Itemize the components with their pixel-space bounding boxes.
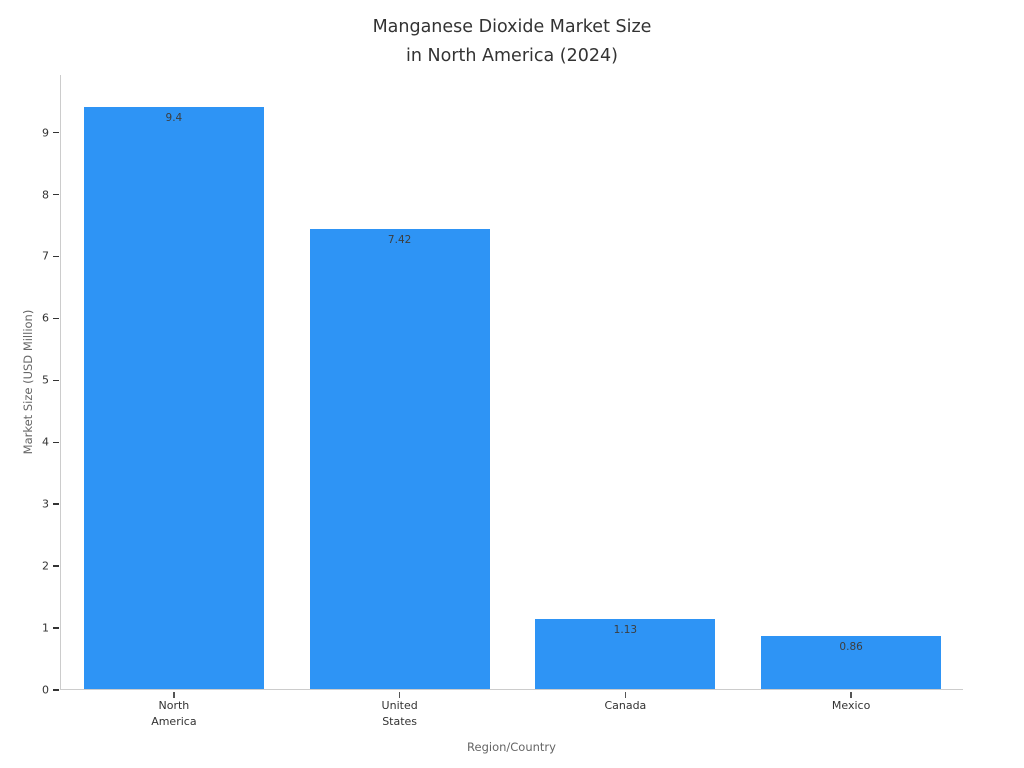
y-tick-mark <box>53 441 59 444</box>
x-tick-label-line: Canada <box>604 699 647 712</box>
bar-canada <box>535 619 716 689</box>
x-tick-mark <box>624 692 627 698</box>
y-tick-mark <box>53 379 59 382</box>
y-tick-mark <box>53 255 59 258</box>
y-tick-mark <box>53 565 59 567</box>
x-tick-label-line: America <box>151 715 197 728</box>
x-tick-label-united-states: United States <box>310 698 490 730</box>
chart-title-line1: Manganese Dioxide Market Size <box>372 17 652 37</box>
y-tick-label: 3 <box>42 497 49 511</box>
bar-value-label: 0.86 <box>839 640 863 653</box>
x-tick-label-line: United <box>381 699 418 712</box>
x-tick-label-mexico: Mexico <box>761 698 941 714</box>
y-tick-mark <box>53 689 59 691</box>
bar-value-label: 1.13 <box>613 624 638 636</box>
y-tick-mark <box>53 193 59 196</box>
bar-north-america <box>83 106 264 689</box>
x-tick-label-north-america: North America <box>84 698 264 730</box>
x-tick-mark <box>173 692 175 698</box>
bar-value-label: 7.42 <box>387 234 412 247</box>
y-tick-label: 4 <box>42 435 49 449</box>
y-tick-mark <box>53 317 59 320</box>
y-tick-mark <box>53 503 59 505</box>
x-tick-label-line: Mexico <box>831 699 871 712</box>
y-tick-mark <box>53 627 59 629</box>
x-axis-title: Region/Country <box>467 740 556 754</box>
bar-mexico <box>761 635 942 689</box>
y-axis-title-text: Market Size (USD Million) <box>21 309 35 455</box>
y-tick-label: 5 <box>42 373 49 387</box>
x-tick-label-line: States <box>382 715 418 728</box>
y-tick-label: 0 <box>42 683 49 697</box>
chart-title: Manganese Dioxide Market Size in North A… <box>0 13 1024 71</box>
y-tick-label: 2 <box>42 559 49 573</box>
bar-united-states <box>309 229 490 689</box>
y-tick-label: 6 <box>42 311 49 325</box>
plot-area: 0 1 2 3 4 5 6 7 8 9 9.4 North America 7.42 United State… <box>42 75 963 728</box>
y-tick-mark <box>53 131 59 134</box>
y-tick-label: 1 <box>42 621 49 635</box>
bar-value-label: 9.4 <box>165 111 183 124</box>
y-tick-label: 7 <box>42 249 49 263</box>
x-tick-label-canada: Canada <box>535 698 715 714</box>
x-tick-label-line: North <box>158 699 190 712</box>
x-tick-mark <box>850 692 852 698</box>
y-tick-label: 8 <box>42 188 49 202</box>
x-tick-mark <box>398 692 401 698</box>
chart-title-line2: in North America (2024) <box>406 46 618 66</box>
y-tick-label: 9 <box>42 126 49 140</box>
